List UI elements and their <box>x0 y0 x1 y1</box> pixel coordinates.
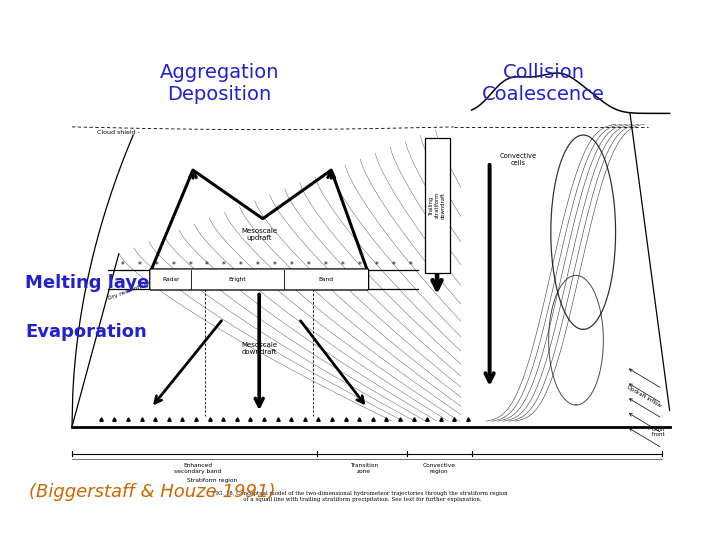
Text: Mesoscale
downdraft: Mesoscale downdraft <box>241 342 277 355</box>
Text: *: * <box>374 261 379 270</box>
Text: Bright: Bright <box>229 277 246 282</box>
Text: *: * <box>358 261 361 270</box>
Text: Band: Band <box>319 277 333 282</box>
Text: *: * <box>120 261 125 270</box>
Text: Stratiform region: Stratiform region <box>187 478 238 483</box>
Text: *: * <box>138 261 141 270</box>
Text: Transition
zone: Transition zone <box>349 463 378 474</box>
Text: Mesoscale
updraft: Mesoscale updraft <box>241 228 277 241</box>
Text: *: * <box>154 261 158 270</box>
Bar <box>425 138 450 273</box>
Text: *: * <box>239 261 243 270</box>
Text: - Gust
  front: - Gust front <box>648 427 665 437</box>
Text: *: * <box>273 261 276 270</box>
Text: Convective
region: Convective region <box>423 463 456 474</box>
Text: Evaporation: Evaporation <box>25 323 147 341</box>
Text: Enhanced
secondary band: Enhanced secondary band <box>174 463 222 474</box>
Text: *: * <box>408 261 413 270</box>
Text: Cloud shield -: Cloud shield - <box>97 130 140 135</box>
Text: *: * <box>307 261 311 270</box>
Text: Melting layer: Melting layer <box>25 274 158 293</box>
Text: *: * <box>222 261 226 270</box>
Text: *: * <box>324 261 328 270</box>
Text: *: * <box>256 261 260 270</box>
Text: *: * <box>188 261 192 270</box>
FancyBboxPatch shape <box>150 269 369 290</box>
Text: *: * <box>290 261 294 270</box>
Text: Radar: Radar <box>162 277 179 282</box>
Text: *: * <box>205 261 209 270</box>
Text: *: * <box>341 261 345 270</box>
Text: FIG. 18. Conceptual model of the two-dimensional hydrometeor trajectories throug: FIG. 18. Conceptual model of the two-dim… <box>212 491 508 502</box>
Text: Convective
cells: Convective cells <box>500 153 537 166</box>
Text: Dry rear inflow: Dry rear inflow <box>107 282 150 301</box>
Text: (Biggerstaff & Houze 1991): (Biggerstaff & Houze 1991) <box>29 483 275 502</box>
Text: Aggregation
Deposition: Aggregation Deposition <box>160 63 279 104</box>
Text: Updraft inflow: Updraft inflow <box>626 385 662 409</box>
Text: Trailing
stratiform
downdraft: Trailing stratiform downdraft <box>428 192 446 219</box>
Text: Collision
Coalescence: Collision Coalescence <box>482 63 605 104</box>
Text: *: * <box>392 261 395 270</box>
Text: *: * <box>171 261 175 270</box>
